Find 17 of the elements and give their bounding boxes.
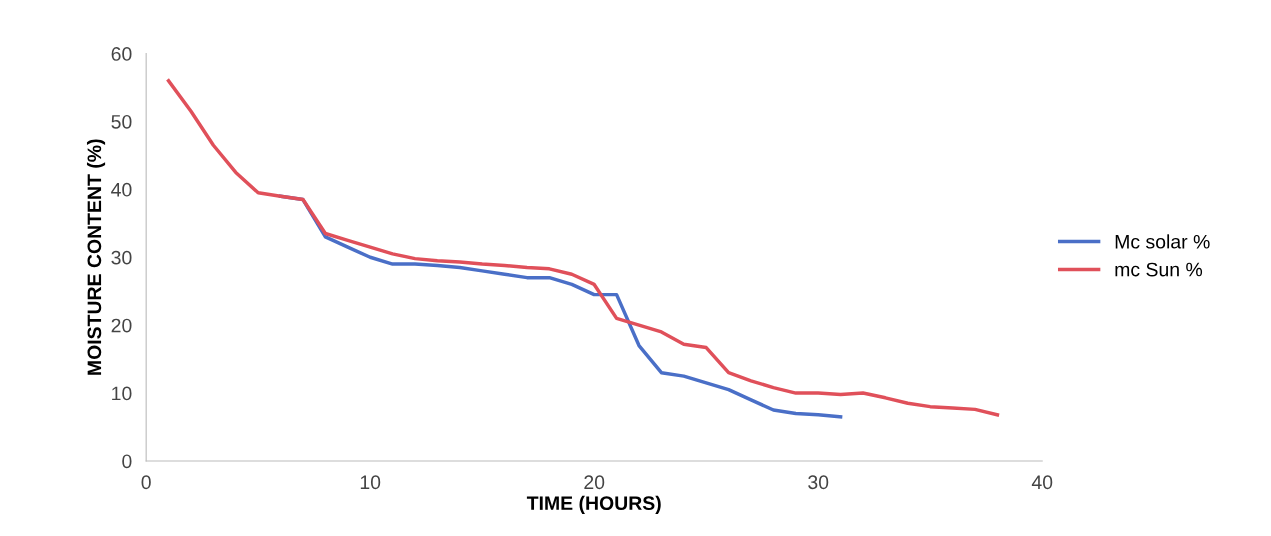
legend-label: Mc solar % <box>1115 234 1210 249</box>
y-tick-label: 0 <box>122 454 132 469</box>
y-tick-label: 20 <box>111 318 132 333</box>
x-tick-label: 10 <box>360 475 381 490</box>
y-tick-label: 60 <box>111 47 132 61</box>
y-tick-label: 10 <box>112 386 132 401</box>
x-axis-title: TIME (HOURS) <box>526 495 661 514</box>
legend-label: mc Sun % <box>1115 262 1203 277</box>
x-tick-label: 20 <box>584 475 605 490</box>
y-tick-label: 40 <box>111 182 132 197</box>
y-tick-label: 30 <box>111 250 132 265</box>
y-tick-label: 50 <box>111 114 132 129</box>
x-tick-label: 0 <box>141 475 151 490</box>
x-tick-label: 30 <box>808 475 829 490</box>
x-tick-label: 40 <box>1031 475 1053 490</box>
line-series <box>166 79 1000 417</box>
y-axis-title: MOISTURE CONTENT (%) <box>86 139 106 375</box>
